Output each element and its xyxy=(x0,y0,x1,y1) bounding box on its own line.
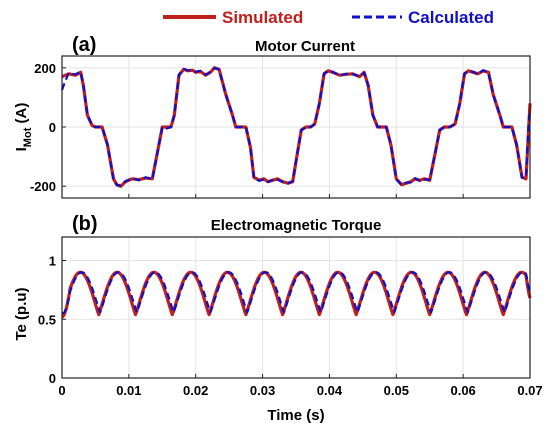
panel-b-xtick-label: 0.04 xyxy=(317,383,343,398)
panel-b-ytick-label: 0.5 xyxy=(38,312,56,327)
panel-b-xtick-label: 0.01 xyxy=(116,383,141,398)
series-calculated-torque-line xyxy=(61,271,532,315)
panel-a-series xyxy=(60,66,532,188)
panel-a-ytick-label: 0 xyxy=(49,120,56,135)
panel-b-ytick-label: 1 xyxy=(49,254,56,269)
series-calculated-line xyxy=(60,66,532,187)
panel-b-xtick-label: 0.03 xyxy=(250,383,275,398)
panel-a-grid xyxy=(61,56,531,198)
panel-b-xtick-label: 0.06 xyxy=(450,383,475,398)
panel-a-ylabel-unit: (A) xyxy=(13,103,30,128)
panel-a-frame xyxy=(61,55,531,199)
panel-b-ylabel: Te (p.u) xyxy=(13,287,30,340)
legend: Simulated Calculated xyxy=(163,8,494,27)
series-simulated-torque-line xyxy=(61,270,532,319)
panel-a-ytick-label: 200 xyxy=(34,61,56,76)
panel-electromagnetic-torque: (b) Electromagnetic Torque Te (p.u) 0 0.0… xyxy=(13,213,543,398)
panel-a-tag: (a) xyxy=(72,34,96,56)
legend-calculated-label: Calculated xyxy=(408,8,494,27)
panel-a-ticks: -200 0 200 xyxy=(30,61,531,198)
panel-b-tag: (b) xyxy=(72,213,98,235)
panel-a-title: Motor Current xyxy=(255,38,355,55)
legend-simulated-label: Simulated xyxy=(222,8,303,27)
panel-a-ylabel-main: I xyxy=(13,147,30,151)
panel-b-series xyxy=(61,270,532,319)
panel-b-xtick-label: 0.02 xyxy=(183,383,208,398)
x-axis-label: Time (s) xyxy=(267,407,324,424)
panel-b-frame xyxy=(61,236,531,379)
panel-b-ytick-label: 0 xyxy=(49,371,56,386)
panel-a-ytick-label: -200 xyxy=(30,179,56,194)
panel-a-ylabel-sub: Mot xyxy=(22,127,34,147)
panel-a-ylabel: IMot (A) xyxy=(13,103,34,152)
panel-b-xtick-label: 0 xyxy=(58,383,65,398)
panel-b-title: Electromagnetic Torque xyxy=(211,217,382,234)
panel-motor-current: (a) Motor Current IMot (A) -200 0 200 xyxy=(13,34,532,199)
panel-b-xtick-label: 0.05 xyxy=(384,383,409,398)
panel-b-xtick-label: 0.07 xyxy=(517,383,542,398)
panel-b-ticks: 0 0.01 0.02 0.03 0.04 0.05 0.06 0.07 0 0.5 1 xyxy=(38,254,543,399)
